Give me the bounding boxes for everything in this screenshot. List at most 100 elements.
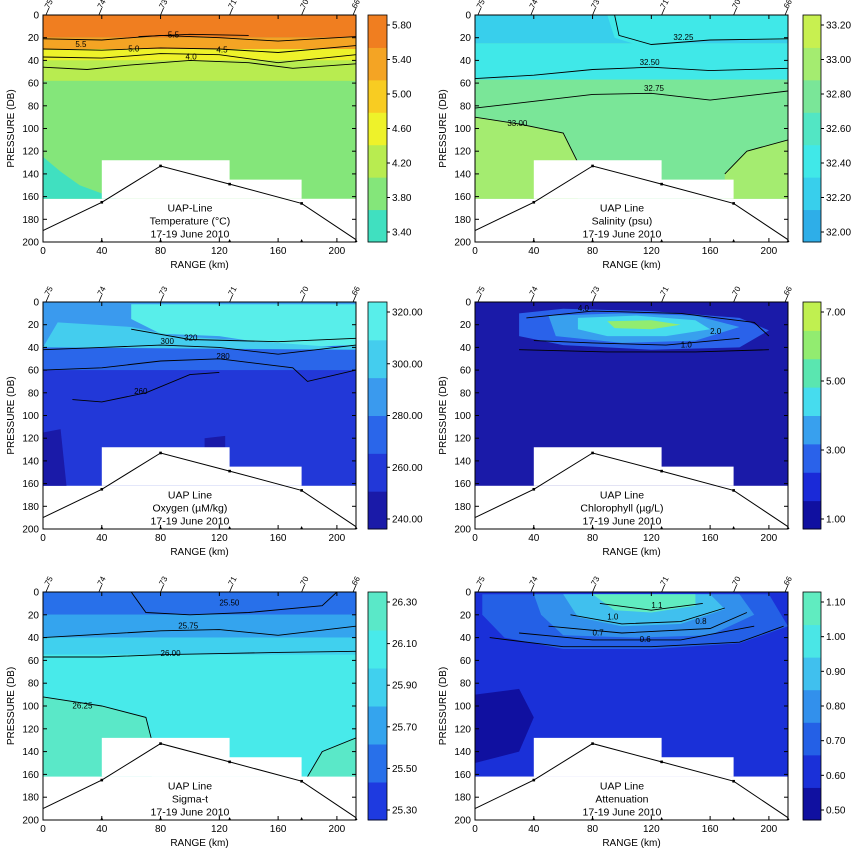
salinity-station-label-1: 74 — [528, 0, 540, 10]
temperature-station-bottom-marker-2 — [228, 239, 232, 242]
attenuation-profile-marker-3 — [732, 779, 735, 783]
temperature-colorbar-label-2: 5.00 — [392, 90, 412, 101]
sigma_t-patch-2 — [307, 737, 356, 777]
oxygen-ytick-label-7: 140 — [22, 456, 39, 467]
salinity-colorbar-swatch-3 — [803, 112, 821, 146]
salinity-ytick-label-4: 80 — [460, 101, 472, 112]
attenuation-ytick-label-2: 40 — [460, 633, 472, 644]
salinity-xtick-label-5: 200 — [761, 246, 778, 257]
temperature-station-label-4: 70 — [298, 0, 310, 10]
salinity-ytick-label-9: 180 — [454, 215, 471, 226]
chlorophyll-contour-label-2: 1.0 — [681, 340, 693, 349]
salinity-colorbar-label-6: 32.00 — [826, 228, 851, 239]
attenuation-patch-4 — [475, 688, 534, 763]
temperature-profile-marker-2 — [228, 182, 231, 186]
attenuation-panel-label-line-0: UAP Line — [600, 781, 644, 793]
chlorophyll-colorbar-swatch-7 — [803, 302, 821, 331]
temperature-colorbar-label-3: 4.60 — [392, 124, 412, 135]
attenuation-station-label-0: 75 — [475, 574, 487, 587]
oxygen-xtick-label-3: 120 — [211, 533, 228, 544]
oxygen-profile-marker-0 — [100, 487, 104, 491]
salinity-station-label-5: 66 — [782, 0, 794, 10]
temperature-station-bottom-marker-3 — [300, 239, 304, 242]
salinity-ytick-label-6: 120 — [454, 147, 471, 158]
chlorophyll-panel-label-line-1: Chlorophyll (µg/L) — [580, 503, 663, 515]
sigma_t-colorbar-swatch-5 — [368, 592, 387, 631]
sigma_t-ytick-label-2: 40 — [28, 633, 40, 644]
chlorophyll-ytick-label-5: 100 — [454, 411, 471, 422]
temperature-xaxis-label: RANGE (km) — [170, 260, 228, 271]
oxygen-ytick-label-10: 200 — [22, 525, 39, 536]
chlorophyll-station-bottom-marker-2 — [660, 526, 664, 529]
chlorophyll-bathymetry-mask — [533, 447, 734, 486]
salinity-profile-marker-3 — [732, 202, 735, 205]
temperature-colorbar-swatch-0 — [368, 209, 387, 243]
salinity-colorbar-label-2: 32.80 — [826, 90, 851, 101]
oxygen-ytick-label-3: 60 — [28, 366, 40, 377]
chlorophyll-xtick-label-0: 0 — [472, 533, 478, 544]
salinity-contour-1 — [475, 66, 788, 80]
oxygen-xtick-label-0: 0 — [40, 533, 46, 544]
chlorophyll-ytick-label-6: 120 — [454, 434, 471, 445]
salinity-colorbar-swatch-5 — [803, 47, 821, 81]
attenuation-station-tick-3 — [661, 584, 665, 593]
oxygen-profile-marker-1 — [159, 451, 162, 455]
sigma_t-station-label-2: 73 — [157, 574, 169, 587]
attenuation-station-label-5: 66 — [782, 574, 794, 587]
temperature-ytick-label-7: 140 — [22, 169, 39, 180]
temperature-ytick-label-5: 100 — [22, 124, 39, 135]
panel-attenuation: 1.11.00.80.70.60 40 80 120 160 20002040608010… — [438, 574, 846, 849]
salinity-station-tick-5 — [784, 7, 789, 16]
chlorophyll-field: 4.0 2.0 1.0 — [475, 302, 788, 486]
chlorophyll-xtick-label-2: 80 — [587, 533, 599, 544]
oxygen-ytick-label-8: 160 — [22, 479, 39, 490]
chlorophyll-profile-marker-2 — [660, 469, 663, 473]
sigma_t-xtick-label-4: 160 — [270, 824, 287, 835]
sigma_t-band-2 — [43, 637, 356, 655]
temperature-contour-4 — [43, 59, 356, 70]
attenuation-station-bottom-marker-3 — [732, 817, 736, 820]
attenuation-xtick-label-0: 0 — [472, 824, 478, 835]
salinity-station-tick-0 — [477, 7, 482, 16]
chlorophyll-station-label-0: 75 — [475, 284, 487, 297]
oxygen-patch-1 — [43, 322, 356, 350]
attenuation-colorbar-swatch-1 — [803, 754, 821, 788]
sigma_t-field: 25.50 25.75 26.00 26.25 — [43, 592, 356, 777]
temperature-colorbar-label-4: 4.20 — [392, 159, 412, 170]
attenuation-station-tick-0 — [477, 584, 482, 593]
chlorophyll-contour-label-1: 2.0 — [710, 327, 722, 336]
chlorophyll-colorbar-frame — [802, 301, 822, 530]
attenuation-colorbar-swatch-5 — [803, 624, 821, 658]
attenuation-colorbar-label-1: 1.00 — [826, 632, 846, 643]
salinity-contour-4 — [724, 139, 788, 175]
oxygen-ytick-label-2: 40 — [28, 343, 40, 354]
oxygen-station-bottom-marker-4 — [354, 526, 358, 529]
sigma_t-contour-3 — [43, 696, 153, 741]
salinity-contour-label-3: 33.00 — [507, 119, 528, 128]
attenuation-contour-label-4: 0.6 — [640, 635, 652, 644]
salinity-colorbar-swatch-2 — [803, 144, 821, 178]
temperature-ytick-label-8: 160 — [22, 192, 39, 203]
chlorophyll-colorbar-label-3: 1.00 — [826, 515, 846, 526]
oxygen-xtick-label-1: 40 — [96, 533, 108, 544]
chlorophyll-colorbar-label-2: 3.00 — [826, 446, 846, 457]
sigma_t-band-3 — [43, 654, 356, 706]
sigma_t-ytick-label-8: 160 — [22, 770, 39, 781]
salinity-xtick-label-3: 120 — [643, 246, 660, 257]
salinity-ytick-label-2: 40 — [460, 56, 472, 67]
salinity-station-label-4: 70 — [730, 0, 742, 10]
salinity-field: 32.25 32.50 32.75 33.00 — [475, 15, 788, 199]
attenuation-station-bottom-marker-2 — [660, 817, 664, 820]
salinity-colorbar-swatch-0 — [803, 209, 821, 243]
sigma_t-colorbar-swatch-1 — [368, 744, 387, 783]
temperature-station-label-5: 66 — [350, 0, 362, 10]
oxygen-panel-label-line-2: 17-19 June 2010 — [151, 516, 230, 528]
salinity-contour-0 — [614, 15, 788, 45]
attenuation-station-tick-4 — [733, 584, 737, 593]
oxygen-station-label-2: 73 — [157, 284, 169, 297]
temperature-colorbar-swatch-6 — [368, 15, 387, 48]
temperature-profile-marker-0 — [100, 200, 104, 204]
sigma_t-ytick-label-6: 120 — [22, 724, 39, 735]
temperature-xtick-label-3: 120 — [211, 246, 228, 257]
